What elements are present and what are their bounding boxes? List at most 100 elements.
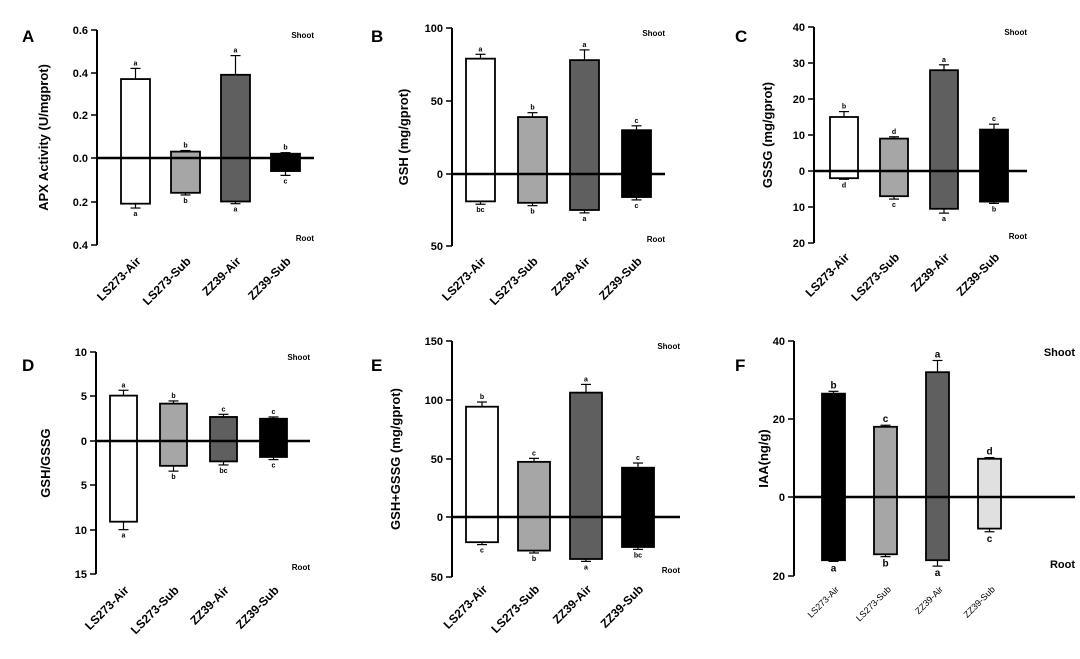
- sig-letter-root: b: [882, 559, 888, 570]
- category-label: ZZ39-Air: [548, 254, 593, 299]
- sig-letter-root: a: [122, 533, 126, 540]
- y-tick-label: 0: [437, 512, 443, 524]
- sig-letter-shoot: c: [222, 406, 226, 413]
- bar-root: [120, 157, 151, 205]
- sig-letter-root: a: [234, 207, 238, 214]
- sig-letter-root: a: [942, 216, 946, 223]
- sig-letter-shoot: c: [992, 116, 996, 123]
- corner-label-root: Root: [1050, 559, 1075, 571]
- bar-root: [517, 173, 548, 204]
- sig-letter-root: b: [530, 209, 534, 216]
- sig-letter-root: c: [635, 203, 639, 210]
- sig-letter-shoot: a: [583, 42, 587, 49]
- bar-root: [209, 440, 238, 463]
- category-label: LS273-Air: [439, 254, 489, 304]
- category-label: LS273-Air: [82, 583, 132, 633]
- bar-shoot: [517, 116, 548, 175]
- bar-root: [925, 496, 950, 562]
- panel-F: F4020020IAA(ng/g)baLS273-AircbLS273-Suba…: [735, 336, 1075, 623]
- bar-shoot: [517, 460, 551, 518]
- y-tick-label: 0.2: [73, 197, 88, 209]
- panel-A: A 0.6 0.4 0.2 0.0 0.2 0.4 APX Activity (U/mgpro…: [22, 25, 314, 308]
- category-label: LS273-Sub: [140, 254, 194, 308]
- y-tick-label: 50: [431, 241, 443, 253]
- y-tick-label: 20: [773, 414, 785, 426]
- category-label: ZZ39-Sub: [245, 254, 294, 303]
- y-tick-label: 150: [425, 336, 443, 348]
- panel-B: B 100 50 0 50 GSH (mg/gprot) a bc LS273-Air b b LS2…: [371, 23, 665, 308]
- sig-letter-shoot: a: [234, 48, 238, 55]
- y-tick-label: 10: [75, 347, 87, 359]
- bar-shoot: [929, 69, 959, 172]
- sig-letter-root: a: [584, 564, 588, 571]
- category-label: ZZ39-Sub: [954, 250, 1003, 299]
- sig-letter-shoot: c: [636, 455, 640, 462]
- y-tick-label: 0: [779, 492, 785, 504]
- sig-letter-root: b: [992, 206, 996, 213]
- category-label: ZZ39-Air: [199, 254, 244, 299]
- y-tick-label: 20: [773, 571, 785, 583]
- y-tick-label: 50: [431, 96, 443, 108]
- category-label: ZZ39-Sub: [598, 582, 647, 631]
- bar-shoot: [879, 137, 909, 172]
- sig-letter-root: d: [842, 182, 846, 189]
- bar-shoot: [569, 59, 600, 175]
- sig-letter-shoot: a: [935, 350, 941, 361]
- y-axis-label: GSH+GSSG (mg/gprot): [388, 388, 403, 530]
- sig-letter-root: b: [171, 474, 175, 481]
- bar-root: [977, 496, 1002, 530]
- corner-label-root: Root: [296, 234, 315, 243]
- bar-shoot: [209, 416, 238, 442]
- category-label: ZZ39-Air: [550, 582, 595, 627]
- sig-letter-shoot: d: [892, 129, 896, 136]
- y-tick-label: 15: [75, 569, 87, 581]
- bar-shoot: [465, 57, 496, 175]
- bar-root: [220, 157, 251, 203]
- panel-C: C 40 30 20 10 0 10 20 GSSG (mg/gprot) b d LS273-Air…: [735, 22, 1027, 304]
- corner-label-root: Root: [292, 563, 311, 572]
- bar-shoot: [925, 371, 950, 498]
- y-tick-label: 0.0: [73, 153, 88, 165]
- bar-root: [159, 440, 188, 467]
- panel-letter: E: [371, 356, 382, 375]
- bar-root: [569, 516, 603, 560]
- y-tick-label: 5: [81, 480, 87, 492]
- sig-letter-root: bc: [219, 468, 227, 475]
- sig-letter-shoot: d: [986, 447, 992, 458]
- sig-letter-shoot: c: [532, 450, 536, 457]
- bar-root: [879, 170, 909, 198]
- bar-root: [109, 440, 138, 523]
- y-tick-label: 10: [75, 525, 87, 537]
- bar-root: [170, 157, 201, 194]
- bar-shoot: [259, 417, 288, 442]
- category-label: ZZ39-Sub: [596, 254, 645, 303]
- category-label: LS273-Sub: [854, 584, 893, 623]
- sig-letter-root: c: [892, 202, 896, 209]
- bar-shoot: [220, 73, 251, 159]
- corner-label-shoot: Shoot: [287, 353, 310, 362]
- sig-letter-shoot: b: [183, 143, 187, 150]
- category-label: LS273-Air: [441, 582, 491, 632]
- sig-letter-root: bc: [476, 207, 484, 214]
- category-label: ZZ39-Air: [908, 250, 953, 295]
- y-axis-label: GSSG (mg/gprot): [760, 82, 775, 188]
- category-label: LS273-Sub: [488, 582, 542, 636]
- category-label: ZZ39-Air: [187, 583, 232, 628]
- sig-letter-shoot: a: [584, 376, 588, 383]
- sig-letter-root: b: [532, 556, 536, 563]
- sig-letter-shoot: b: [830, 380, 836, 391]
- category-label: ZZ39-Sub: [962, 584, 997, 619]
- category-label: LS273-Air: [803, 250, 853, 300]
- bar-root: [465, 173, 496, 203]
- sig-letter-shoot: b: [283, 145, 287, 152]
- category-label: ZZ39-Air: [913, 584, 945, 616]
- y-axis-label: APX Activity (U/mgprot): [36, 64, 51, 211]
- corner-label-shoot: Shoot: [1004, 28, 1027, 37]
- sig-letter-shoot: a: [122, 382, 126, 389]
- bar-root: [569, 173, 600, 211]
- sig-letter-shoot: b: [530, 105, 534, 112]
- bar-root: [621, 173, 652, 198]
- bar-shoot: [109, 394, 138, 442]
- category-label: LS273-Air: [806, 584, 841, 619]
